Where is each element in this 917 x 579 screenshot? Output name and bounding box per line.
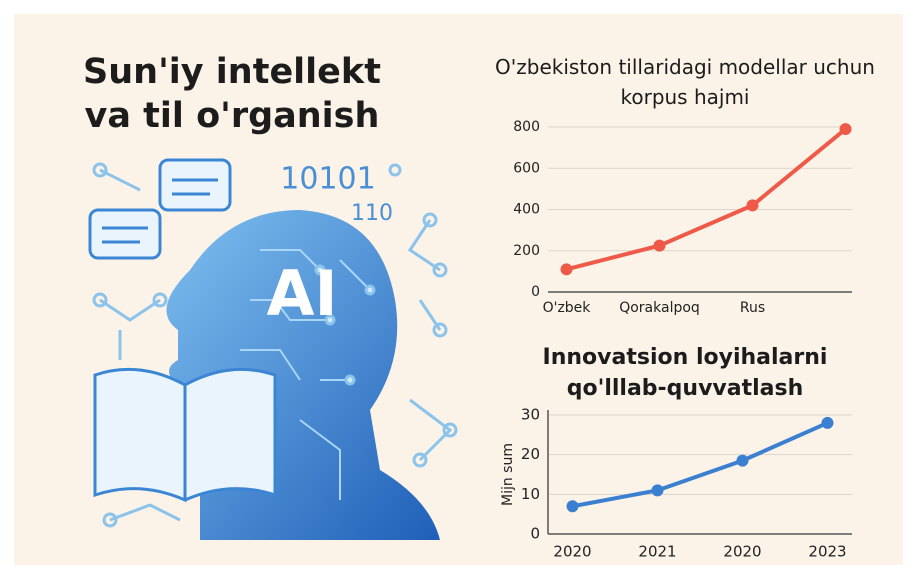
y-tick-label: 200 [513,243,540,259]
y-axis-label: Mijn sum [500,443,516,506]
main-title: Sun'iy intellekt va til o'rganish [83,52,381,136]
x-tick-label: Rus [740,300,765,316]
point [839,123,852,136]
y-tick-label: 0 [530,525,540,543]
x-tick-label: 2023 [808,543,846,561]
line [564,127,848,272]
y-tick-label: 800 [513,119,540,135]
y-tick-label: 600 [513,160,540,176]
point [566,500,579,513]
point [746,199,759,212]
y-tick-label: 0 [531,284,540,300]
x-tick-label: O'zbek [543,300,592,316]
illustration [88,158,458,540]
y-tick-label: 20 [521,445,540,463]
illustration-text: 10101 [280,162,375,197]
y-tick-label: 400 [513,202,540,218]
point [651,484,664,497]
x-tick-label: 2020 [553,543,591,561]
chart-title: Innovatsion loyihalarni qo'lllab-quvvatl… [542,345,828,401]
x-tick-label: 2020 [723,543,761,561]
point [736,454,749,467]
x-tick-label: Qorakalpoq [619,300,700,316]
chart-title: O'zbekiston tillaridagi modellar uchun k… [495,55,875,109]
point [821,416,834,429]
x-tick-label: 2021 [638,543,676,561]
point [560,263,573,276]
y-tick-label: 10 [521,485,540,503]
line [570,420,830,509]
point [653,239,666,252]
illustration-text: 110 [351,201,393,226]
illustration-text: AI [266,257,337,330]
y-tick-label: 30 [521,406,540,424]
